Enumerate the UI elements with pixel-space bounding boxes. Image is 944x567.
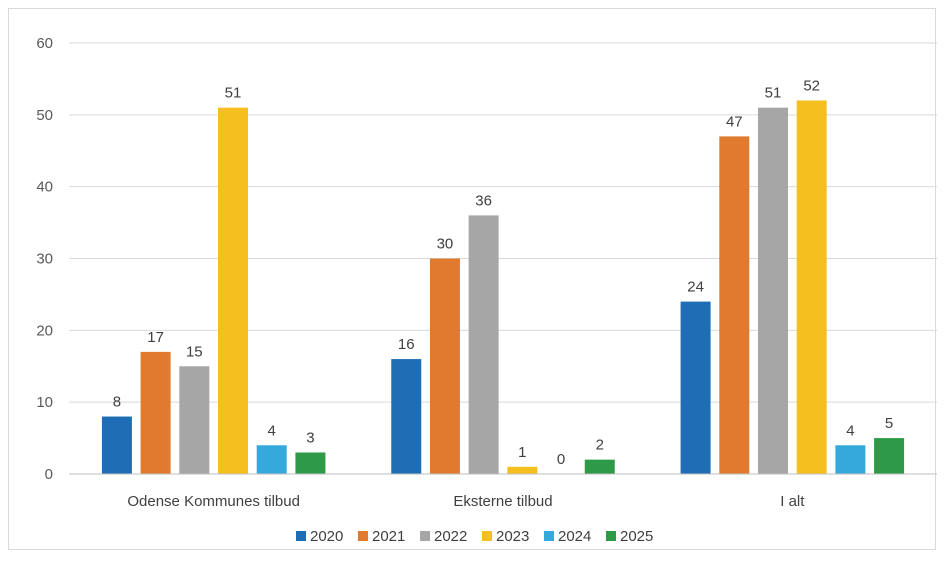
category-label: I alt <box>780 493 805 510</box>
data-label: 36 <box>475 192 492 209</box>
data-label: 51 <box>225 85 242 102</box>
data-label: 16 <box>398 336 415 353</box>
y-tick-label: 20 <box>36 322 53 339</box>
data-label: 4 <box>846 422 854 439</box>
bars <box>101 100 905 475</box>
bar <box>101 416 132 474</box>
bar <box>874 438 905 474</box>
legend-label: 2024 <box>558 528 591 545</box>
bar <box>140 351 171 474</box>
legend-label: 2023 <box>496 528 529 545</box>
bar <box>757 107 788 475</box>
bar <box>218 107 249 475</box>
legend-swatch <box>544 531 554 541</box>
legend-swatch <box>296 531 306 541</box>
bar <box>796 100 827 474</box>
y-tick-label: 40 <box>36 179 53 196</box>
y-tick-label: 50 <box>36 107 53 124</box>
data-label: 24 <box>687 279 704 296</box>
gridlines <box>69 42 937 403</box>
data-label: 8 <box>113 394 121 411</box>
legend-label: 2022 <box>434 528 467 545</box>
legend-swatch <box>482 531 492 541</box>
bar <box>179 366 210 474</box>
bar <box>429 258 460 474</box>
y-tick-label: 0 <box>45 466 53 483</box>
y-tick-label: 10 <box>36 394 53 411</box>
y-tick-label: 30 <box>36 251 53 268</box>
data-label: 5 <box>885 415 893 432</box>
bar <box>680 301 711 474</box>
data-label: 4 <box>268 422 276 439</box>
data-label: 1 <box>518 444 526 461</box>
legend-label: 2021 <box>372 528 405 545</box>
legend-label: 2020 <box>310 528 343 545</box>
category-label: Odense Kommunes tilbud <box>127 493 300 510</box>
bar <box>835 445 866 474</box>
y-axis-ticks: 0 10 20 30 40 50 60 <box>36 35 53 483</box>
bar <box>256 445 287 474</box>
data-label: 15 <box>186 343 203 360</box>
data-label: 2 <box>596 437 604 454</box>
category-label: Eksterne tilbud <box>453 493 552 510</box>
bar <box>584 459 615 474</box>
bar <box>719 136 750 474</box>
legend: 2020 2021 2022 2023 2024 2025 <box>296 528 653 545</box>
chart-frame: 0 10 20 30 40 50 60 8 17 15 51 4 3 16 30 36 1 0 2 24 47 51 52… <box>8 8 937 550</box>
data-label: 47 <box>726 113 743 130</box>
bar <box>468 215 499 474</box>
data-label: 30 <box>437 236 454 253</box>
data-label: 17 <box>147 329 164 346</box>
bar <box>295 452 326 474</box>
data-label: 51 <box>765 85 782 102</box>
y-tick-label: 60 <box>36 35 53 52</box>
bar <box>507 466 538 474</box>
legend-label: 2025 <box>620 528 653 545</box>
bar <box>391 359 422 474</box>
category-labels: Odense Kommunes tilbud Eksterne tilbud I a… <box>127 493 805 510</box>
data-label: 52 <box>803 77 820 94</box>
data-labels: 8 17 15 51 4 3 16 30 36 1 0 2 24 47 51 52 4 5 <box>113 77 894 468</box>
legend-swatch <box>606 531 616 541</box>
legend-swatch <box>420 531 430 541</box>
legend-swatch <box>358 531 368 541</box>
data-label: 3 <box>306 429 314 446</box>
data-label: 0 <box>557 451 565 468</box>
